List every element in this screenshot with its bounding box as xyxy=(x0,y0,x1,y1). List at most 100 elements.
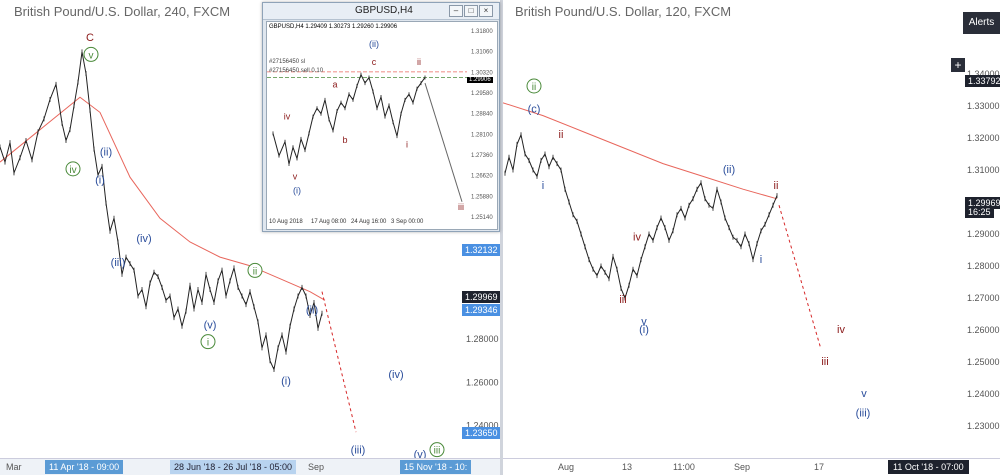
wave-label: (iv) xyxy=(388,369,403,381)
y-tick-label: 1.28100 xyxy=(471,132,493,138)
right-x-label: Aug xyxy=(558,462,575,472)
price-axis-label: 1.23650 xyxy=(462,427,500,440)
wave-label: iii xyxy=(821,356,828,368)
wave-label: C xyxy=(86,32,94,44)
wave-label: (v) xyxy=(204,319,217,331)
wave-label: (iv) xyxy=(136,233,151,245)
right-chart-title: British Pound/U.S. Dollar, 120, FXCM xyxy=(515,4,732,19)
inset-x-label: 17 Aug 08:00 xyxy=(311,219,347,225)
wave-label: c xyxy=(372,57,377,67)
wave-label: v xyxy=(861,388,867,400)
wave-label: a xyxy=(332,79,337,89)
close-icon[interactable]: × xyxy=(479,5,493,17)
right-x-label-crosshair: 11 Oct '18 - 07:00 xyxy=(888,460,969,474)
wave-label: iii xyxy=(619,294,626,306)
wave-label: v xyxy=(293,171,298,181)
wave-label: (ii) xyxy=(369,39,379,49)
inset-chart-window[interactable]: GBPUSD,H4 – □ × 1.31800 1.31060 1.30320 1.2… xyxy=(262,2,500,232)
wave-label: (i) xyxy=(281,376,291,388)
y-tick-label: 1.26000 xyxy=(466,377,499,387)
y-tick-label: 1.32000 xyxy=(967,133,1000,143)
y-tick-label: 1.25880 xyxy=(471,194,493,200)
plus-icon[interactable]: + xyxy=(951,58,965,72)
wave-label: iv xyxy=(837,324,845,336)
circled-wave-marker xyxy=(65,161,81,177)
inset-x-label: 3 Sep 00:00 xyxy=(391,219,424,225)
circled-wave-label: iii xyxy=(434,446,441,457)
price-axis-label: 1.29969 xyxy=(462,290,500,303)
y-tick-label: 1.27360 xyxy=(471,153,493,159)
y-tick-label: 1.31800 xyxy=(471,29,493,35)
price-axis-label: 1.32132 xyxy=(462,243,500,256)
panel-divider[interactable] xyxy=(500,0,503,475)
right-time-axis: Aug 13 11:00 Sep 17 11 Oct '18 - 07:00 xyxy=(503,458,1000,475)
wave-label: (i) xyxy=(95,175,105,187)
wave-label: ii xyxy=(774,180,779,192)
y-tick-label: 1.26000 xyxy=(967,325,1000,335)
left-x-label-selected: 15 Nov '18 - 10: xyxy=(400,460,472,474)
maximize-icon[interactable]: □ xyxy=(464,5,478,17)
wave-label: (c) xyxy=(528,103,541,115)
y-tick-label: 1.25000 xyxy=(967,357,1000,367)
moving-average-line xyxy=(0,96,326,301)
y-tick-label: 1.28840 xyxy=(471,112,493,118)
price-axis-label: 16:25 xyxy=(965,206,994,218)
right-x-label: Sep xyxy=(734,462,751,472)
alerts-button[interactable]: Alerts xyxy=(963,12,1000,34)
y-tick-label: 1.27000 xyxy=(967,293,1000,303)
minimize-icon[interactable]: – xyxy=(449,5,463,17)
left-time-axis: Mar 11 Apr '18 - 09:00 28 Jun '18 - 26 J… xyxy=(0,458,500,475)
projection-line xyxy=(778,205,822,350)
left-chart-title: British Pound/U.S. Dollar, 240, FXCM xyxy=(14,4,231,19)
inset-sl-label: #27156450 sl xyxy=(269,59,306,65)
right-x-label: 17 xyxy=(814,462,825,472)
circled-wave-label: iv xyxy=(69,165,76,176)
wave-label: i xyxy=(760,254,762,266)
y-tick-label: 1.28000 xyxy=(466,334,499,344)
left-chart-svg: 1.28000 1.26000 1.24000 C (ii) (i) (iv) (iii) (v… xyxy=(0,32,499,461)
wave-label: i xyxy=(406,139,408,149)
inset-title-bar[interactable]: GBPUSD,H4 – □ × xyxy=(263,3,499,20)
inset-price-box: 1.29906 xyxy=(467,77,493,83)
wave-label: iv xyxy=(633,231,641,243)
wave-label: ii xyxy=(417,57,421,67)
y-tick-label: 1.26620 xyxy=(471,174,493,180)
y-tick-label: 1.30320 xyxy=(471,70,493,76)
inset-x-label: 10 Aug 2018 xyxy=(269,219,303,225)
y-tick-label: 1.29000 xyxy=(967,229,1000,239)
circled-wave-marker xyxy=(247,262,263,278)
price-axis-label: 1.29346 xyxy=(462,304,500,317)
circled-wave-marker xyxy=(200,334,216,350)
y-tick-label: 1.33000 xyxy=(967,101,1000,111)
y-tick-label: 1.24000 xyxy=(466,421,499,431)
left-x-label-range: 28 Jun '18 - 26 Jul '18 - 05:00 xyxy=(170,460,297,474)
wave-label: i xyxy=(542,180,544,192)
wave-label: (i) xyxy=(293,185,301,195)
wave-label: iii xyxy=(458,202,464,212)
price-axis-label: 1.33792 xyxy=(965,74,1000,87)
circled-wave-marker xyxy=(526,78,542,94)
projection-line xyxy=(424,82,463,202)
inset-plot-area[interactable]: 1.31800 1.31060 1.30320 1.29580 1.28840 1.281… xyxy=(266,21,498,230)
y-tick-label: 1.25140 xyxy=(471,215,493,221)
y-tick-label: 1.31000 xyxy=(967,165,1000,175)
y-tick-label: 1.31060 xyxy=(471,50,493,56)
circled-wave-label: i xyxy=(207,338,209,349)
y-tick-label: 1.24000 xyxy=(967,389,1000,399)
circled-wave-marker xyxy=(429,442,445,458)
price-axis-label: 1.29969 xyxy=(965,196,1000,209)
wave-label: (ii) xyxy=(306,304,318,316)
wave-label: (iii) xyxy=(351,445,366,457)
wave-label: ii xyxy=(559,129,564,141)
right-x-label: 13 xyxy=(622,462,633,472)
inset-x-label: 24 Aug 16:00 xyxy=(351,219,387,225)
left-x-label: Mar xyxy=(6,462,22,472)
right-x-label: 11:00 xyxy=(673,462,695,472)
y-tick-label: 1.23000 xyxy=(967,421,1000,431)
y-tick-label: 1.28000 xyxy=(967,261,1000,271)
right-chart-panel[interactable]: British Pound/U.S. Dollar, 120, FXCM 1.3… xyxy=(503,0,1000,475)
price-line xyxy=(504,133,778,300)
circled-wave-marker xyxy=(83,46,99,62)
left-x-label: Sep xyxy=(308,462,325,472)
moving-average-line xyxy=(503,102,778,200)
